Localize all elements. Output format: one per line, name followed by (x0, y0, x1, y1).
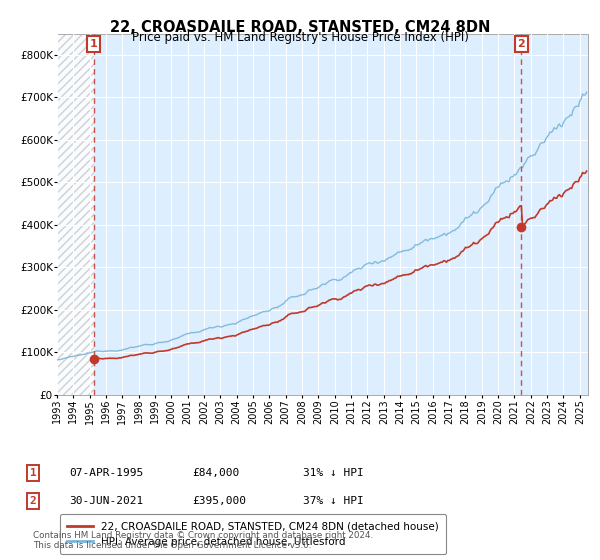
Legend: 22, CROASDAILE ROAD, STANSTED, CM24 8DN (detached house), HPI: Average price, de: 22, CROASDAILE ROAD, STANSTED, CM24 8DN … (59, 514, 446, 554)
Text: 2: 2 (29, 496, 37, 506)
Text: 22, CROASDAILE ROAD, STANSTED, CM24 8DN: 22, CROASDAILE ROAD, STANSTED, CM24 8DN (110, 20, 490, 35)
Text: 31% ↓ HPI: 31% ↓ HPI (303, 468, 364, 478)
Text: 37% ↓ HPI: 37% ↓ HPI (303, 496, 364, 506)
Text: Price paid vs. HM Land Registry's House Price Index (HPI): Price paid vs. HM Land Registry's House … (131, 31, 469, 44)
Text: 1: 1 (29, 468, 37, 478)
Text: Contains HM Land Registry data © Crown copyright and database right 2024.
This d: Contains HM Land Registry data © Crown c… (33, 530, 373, 550)
Text: 30-JUN-2021: 30-JUN-2021 (69, 496, 143, 506)
Text: 2: 2 (517, 39, 525, 49)
Text: £395,000: £395,000 (192, 496, 246, 506)
Text: 07-APR-1995: 07-APR-1995 (69, 468, 143, 478)
Text: £84,000: £84,000 (192, 468, 239, 478)
Text: 1: 1 (90, 39, 98, 49)
